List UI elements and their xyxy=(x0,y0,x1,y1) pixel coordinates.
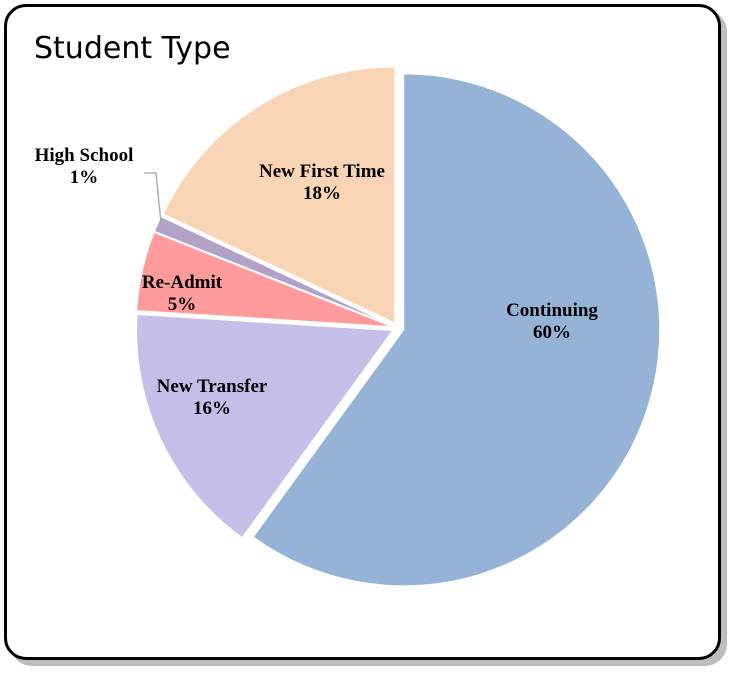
leader-lines xyxy=(144,172,162,226)
pie-slice-new-transfer xyxy=(136,313,394,539)
pie-slice-new-first-time-label: New First Time 18% xyxy=(259,161,385,204)
pie-slice-high-school-label: High School 1% xyxy=(35,145,134,188)
pie-slice-re-admit xyxy=(136,231,393,328)
pie-slices xyxy=(136,66,661,587)
slice-labels: Continuing 60% New Transfer 16% Re-Admit 5% Hi… xyxy=(35,145,599,419)
pie-slice-high-school-leader-line xyxy=(144,172,162,226)
pie-slice-continuing-label: Continuing 60% xyxy=(506,300,598,343)
pie-slice-new-first-time xyxy=(162,66,396,324)
pie-slice-re-admit-label: Re-Admit 5% xyxy=(142,272,223,315)
pie-slice-new-transfer-label: New Transfer 16% xyxy=(157,376,268,419)
chart-title: Student Type xyxy=(34,31,231,66)
pie-slice-continuing xyxy=(252,73,661,587)
